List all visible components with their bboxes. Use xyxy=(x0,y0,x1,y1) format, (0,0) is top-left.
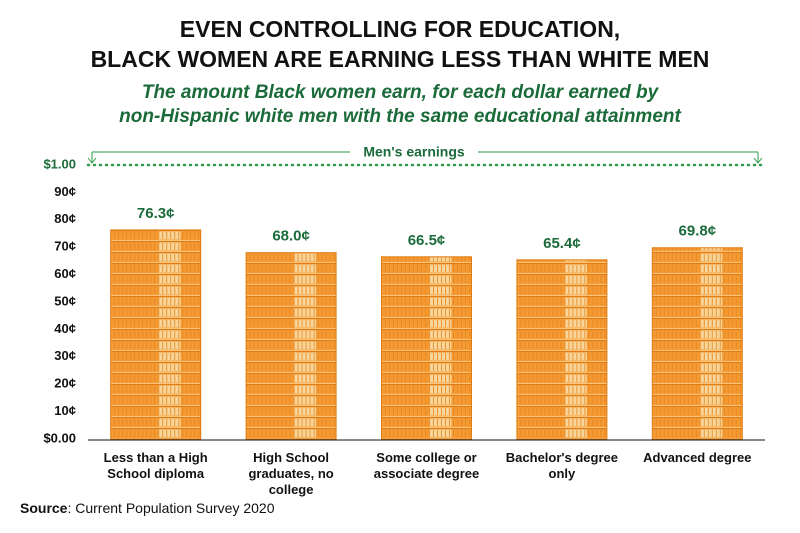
x-tick-label: Some college or associate degree xyxy=(373,450,480,481)
source: Source: Current Population Survey 2020 xyxy=(20,500,274,516)
y-tick-label: 80¢ xyxy=(54,211,76,226)
x-tick-label: Less than a High School diploma xyxy=(103,450,208,481)
bar xyxy=(516,259,608,440)
y-tick-label: 50¢ xyxy=(54,293,76,308)
source-label: Source xyxy=(20,500,68,516)
annotation: Men's earnings xyxy=(363,144,465,160)
y-tick-label: 30¢ xyxy=(54,348,76,363)
bar xyxy=(381,256,472,440)
bar xyxy=(110,229,202,440)
y-tick-label: $0.00 xyxy=(43,430,76,445)
x-tick-label: Bachelor's degree only xyxy=(505,450,618,481)
value-label: 65.4¢ xyxy=(543,235,581,252)
y-tick-label: 60¢ xyxy=(54,266,76,281)
y-tick-label: 20¢ xyxy=(54,376,76,391)
y-tick-label: 70¢ xyxy=(54,239,76,254)
y-tick-label: 10¢ xyxy=(54,403,76,418)
value-label: 69.8¢ xyxy=(679,223,717,240)
value-label: 66.5¢ xyxy=(408,232,446,249)
chart-subtitle: non-Hispanic white men with the same edu… xyxy=(119,106,681,127)
y-tick-label: 90¢ xyxy=(54,184,76,199)
chart-subtitle: The amount Black women earn, for each do… xyxy=(141,82,659,103)
value-label: 76.3¢ xyxy=(137,205,175,222)
value-label: 68.0¢ xyxy=(272,228,310,245)
y-tick-label: 40¢ xyxy=(54,321,76,336)
bar xyxy=(651,247,743,440)
bar xyxy=(245,252,337,440)
y-tick-label: $1.00 xyxy=(43,156,76,171)
x-tick-label: Advanced degree xyxy=(643,450,752,465)
chart-title: BLACK WOMEN ARE EARNING LESS THAN WHITE … xyxy=(90,46,710,72)
x-tick-label: High School graduates, no college xyxy=(248,450,334,497)
annotation-bracket xyxy=(87,151,763,164)
chart-title: EVEN CONTROLLING FOR EDUCATION, xyxy=(179,16,621,42)
source-text: : Current Population Survey 2020 xyxy=(67,500,275,516)
